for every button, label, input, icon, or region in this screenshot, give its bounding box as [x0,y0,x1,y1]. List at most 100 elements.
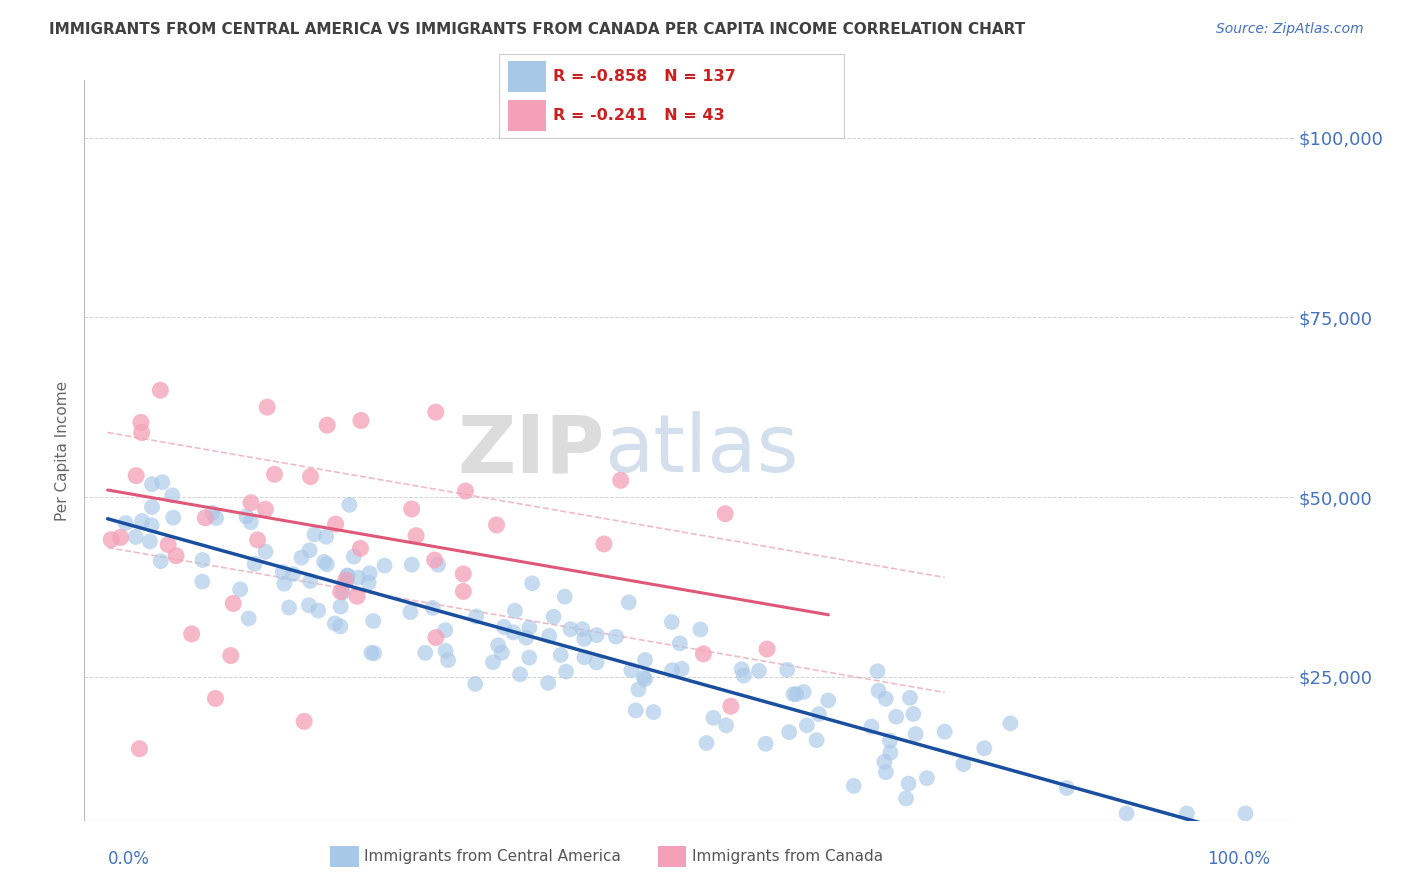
Point [517,621,540,635]
Point [733,668,755,682]
Point [427,558,450,572]
Point [343,549,366,564]
Point [894,791,917,805]
Point [235,509,257,524]
Point [669,636,692,650]
Point [491,646,513,660]
Point [593,537,616,551]
Point [1234,806,1257,821]
Point [281,567,304,582]
Point [517,650,540,665]
Point [157,538,180,552]
Point [689,623,711,637]
Point [131,514,153,528]
Point [304,527,326,541]
FancyBboxPatch shape [508,62,546,92]
Point [263,467,285,482]
Point [323,616,346,631]
Point [238,611,260,625]
Text: R = -0.241   N = 43: R = -0.241 N = 43 [553,108,724,123]
Point [141,477,163,491]
Point [934,724,956,739]
Text: IMMIGRANTS FROM CENTRAL AMERICA VS IMMIGRANTS FROM CANADA PER CAPITA INCOME CORR: IMMIGRANTS FROM CENTRAL AMERICA VS IMMIG… [49,22,1025,37]
Point [898,690,921,705]
Point [866,665,889,679]
Point [904,727,927,741]
Text: Immigrants from Canada: Immigrants from Canada [692,849,883,863]
Point [1175,806,1198,821]
Point [465,609,488,624]
Point [756,642,779,657]
Point [875,691,897,706]
Point [125,468,148,483]
Point [555,665,578,679]
Point [748,664,770,678]
Point [502,625,524,640]
Point [605,630,627,644]
Point [254,502,277,516]
Point [194,511,217,525]
Point [315,558,337,572]
Point [702,711,724,725]
Point [349,541,371,556]
Point [714,507,737,521]
Point [399,605,422,619]
Point [860,719,883,733]
Point [201,506,224,520]
Point [817,693,839,707]
Point [129,416,152,430]
Point [299,469,322,483]
Point [643,705,665,719]
Point [661,663,683,677]
Point [114,516,136,530]
Point [314,555,336,569]
Point [543,610,565,624]
Point [1115,806,1137,821]
Point [316,418,339,433]
Point [486,638,509,652]
Text: atlas: atlas [605,411,799,490]
Point [778,725,800,739]
Point [278,600,301,615]
Point [141,518,163,533]
Point [401,558,423,572]
Point [434,644,457,658]
Point [482,655,505,669]
Point [585,628,607,642]
Point [100,533,122,547]
Point [329,599,352,614]
Point [714,718,737,732]
Point [755,737,778,751]
Point [520,576,543,591]
Point [464,677,486,691]
Point [325,517,347,532]
Point [149,554,172,568]
Point [785,687,807,701]
Point [246,533,269,547]
Point [205,511,228,525]
Point [229,582,252,597]
Point [485,518,508,533]
Point [139,534,162,549]
Point [413,646,436,660]
Point [609,473,631,487]
Text: 0.0%: 0.0% [108,850,149,868]
Point [329,584,352,599]
Point [671,662,693,676]
Point [165,549,187,563]
Point [574,632,596,646]
Point [503,604,526,618]
Point [842,779,865,793]
Point [437,653,460,667]
Point [423,553,446,567]
Point [299,574,322,588]
Point [634,672,657,686]
Text: R = -0.858   N = 137: R = -0.858 N = 137 [553,69,735,84]
Point [793,685,815,699]
Point [243,557,266,571]
Point [973,741,995,756]
Point [141,500,163,514]
Point [292,714,315,729]
Point [401,502,423,516]
Point [492,620,515,634]
